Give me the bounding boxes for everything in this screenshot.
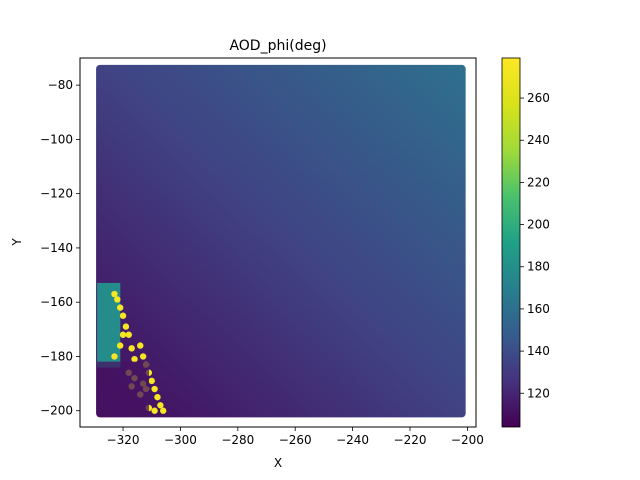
hot-point-8 [137,342,144,349]
region-2 [97,361,149,417]
hot-point-25 [119,331,127,338]
y-tick-label: −100 [40,132,73,146]
x-tick-label: −280 [221,433,254,447]
hot-point-6 [128,345,135,352]
hot-point-26 [116,342,124,349]
colorbar-tick-label: 200 [527,218,550,232]
hot-point-16 [160,407,167,414]
x-axis: −320 −300 −280 −260 −240 −220 −200 [107,427,484,447]
x-tick-label: −220 [394,433,427,447]
colorbar-tick-label: 140 [527,344,550,358]
y-tick-label: −140 [40,241,73,255]
x-tick-label: −240 [336,433,369,447]
hot-point-15 [157,402,164,409]
y-tick-label: −160 [40,295,73,309]
hot-point-9 [139,353,147,360]
colorbar-tick-label: 240 [527,133,550,147]
colorbar-tick-label: 160 [527,302,550,316]
hot-point-1 [114,296,121,303]
plot-area [96,64,466,418]
hot-point-24 [151,407,158,414]
y-tick-label: −120 [40,187,73,201]
y-axis-label: Y [10,238,24,247]
x-tick-label: −200 [451,433,484,447]
hot-point-7 [131,355,138,363]
hot-point-3 [119,312,127,319]
x-tick-label: −260 [279,433,312,447]
hot-point-27 [111,353,118,360]
colorbar [501,57,521,428]
y-tick-label: −180 [40,349,73,363]
regions [97,282,167,417]
hot-point-0 [111,290,118,298]
hot-point-2 [116,304,124,311]
x-tick-label: −300 [164,433,197,447]
axes-frame [79,57,477,428]
hot-point-13 [151,385,158,393]
colorbar-tick-label: 260 [527,91,550,105]
colorbar-tick-label: 180 [527,260,550,274]
colorbar-tick-label: 120 [527,386,550,400]
hot-point-5 [125,331,132,338]
colorbar-ticks: 120 140 160 180 200 220 240 260 [520,91,550,400]
y-axis: −200 −180 −160 −140 −120 −100 −80 [40,78,80,418]
hot-point-12 [148,377,155,385]
y-tick-label: −200 [40,404,73,418]
region-0 [97,282,121,368]
hot-point-14 [154,393,161,401]
y-tick-label: −80 [48,78,73,92]
hot-point-4 [122,323,130,330]
background-field [96,64,466,418]
chart-title: AOD_phi(deg) [229,38,326,54]
x-tick-label: −320 [107,433,140,447]
colorbar-tick-label: 220 [527,175,550,189]
x-axis-label: X [274,456,282,470]
